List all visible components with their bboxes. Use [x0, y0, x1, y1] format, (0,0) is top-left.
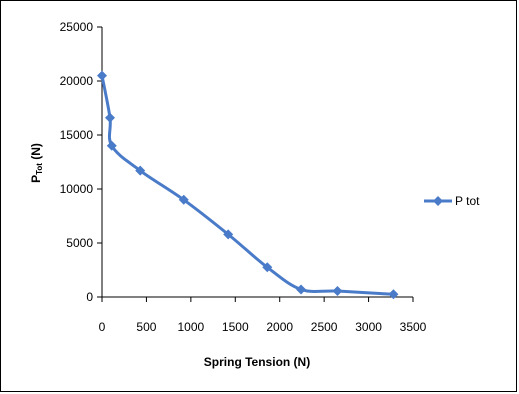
data-point-marker: [388, 289, 399, 300]
data-point-marker: [223, 229, 234, 240]
legend: P tot: [424, 194, 480, 208]
y-tick-label: 0: [86, 290, 93, 304]
data-point-marker: [104, 112, 115, 123]
x-tick-label: 500: [136, 320, 156, 334]
y-tick-label: 15000: [60, 128, 94, 142]
y-tick-label: 5000: [66, 236, 93, 250]
x-tick-label: 3000: [355, 320, 382, 334]
data-point-marker: [262, 262, 273, 273]
x-axis-title: Spring Tension (N): [204, 355, 310, 369]
x-tick-label: 1500: [222, 320, 249, 334]
x-tick-label: 2500: [311, 320, 338, 334]
data-point-marker: [296, 284, 307, 295]
x-tick-label: 3500: [400, 320, 427, 334]
data-point-marker: [178, 194, 189, 205]
series-layer: [97, 70, 399, 300]
y-axis-title-unit: (N): [29, 143, 43, 163]
x-axis: 0 500 1000 1500 2000 2500 3000 3500: [99, 296, 427, 334]
x-tick-label: 0: [99, 320, 106, 334]
y-axis: 0 5000 10000 15000 20000 25000: [60, 20, 103, 304]
y-tick-label: 20000: [60, 74, 94, 88]
legend-label: P tot: [455, 194, 480, 208]
y-axis-title-sub: Tot: [35, 163, 44, 175]
data-point-marker: [332, 286, 343, 297]
legend-marker: [433, 196, 443, 206]
y-tick-label: 10000: [60, 182, 94, 196]
x-tick-label: 1000: [178, 320, 205, 334]
data-point-marker: [135, 165, 146, 176]
data-point-marker: [97, 70, 107, 81]
series-line: [100, 75, 394, 296]
y-tick-label: 25000: [60, 20, 94, 34]
y-axis-title: PTot (N): [29, 143, 44, 183]
data-point-marker: [106, 140, 117, 151]
y-axis-title-main: P: [29, 175, 43, 183]
x-tick-label: 2000: [266, 320, 293, 334]
